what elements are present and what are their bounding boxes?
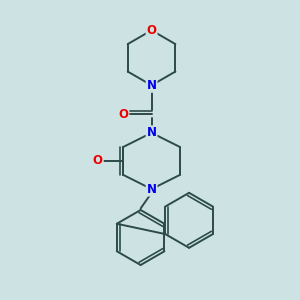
Text: O: O xyxy=(147,24,157,37)
Text: O: O xyxy=(118,108,128,121)
Text: O: O xyxy=(93,154,103,167)
Text: N: N xyxy=(147,126,157,139)
Text: N: N xyxy=(147,183,157,196)
Text: N: N xyxy=(147,79,157,92)
